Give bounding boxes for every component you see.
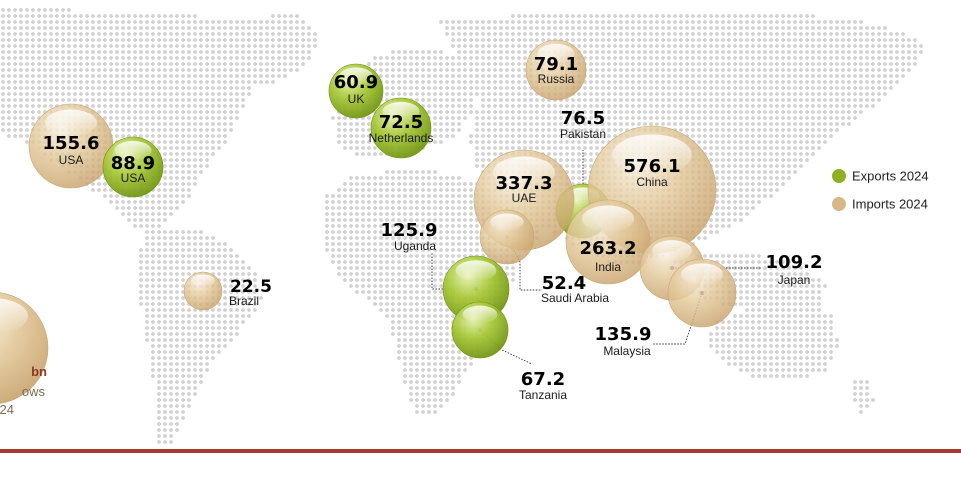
bubble-value: 337.3: [496, 173, 553, 194]
bubble-highlight: [612, 134, 692, 176]
bubble-tanzania-export: [451, 301, 509, 359]
bubbles: [28, 39, 737, 359]
bubble-value: 88.9: [111, 153, 155, 174]
bubble-country-label: UAE: [512, 191, 537, 205]
legend-swatch-export: [832, 169, 846, 183]
total-year-fragment: 24: [0, 402, 14, 417]
bubble-highlight: [493, 156, 555, 189]
bubble-highlight: [339, 67, 373, 85]
bubble-country-label: UK: [348, 92, 365, 106]
bubble-value: 109.2: [766, 252, 823, 273]
bubble-value: 79.1: [534, 54, 578, 75]
bubble-value: 135.9: [595, 324, 652, 345]
bubble-highlight: [581, 205, 635, 233]
bubble-malaysia-import: [667, 258, 737, 328]
legend-label-import: Imports 2024: [852, 197, 928, 212]
bubble-saudi-arabia-import: [479, 209, 535, 265]
bubble-usa-import: [28, 103, 114, 189]
bubble-country-label: Brazil: [229, 294, 259, 308]
bubble-highlight: [680, 263, 724, 286]
bubble-country-label: USA: [59, 153, 84, 167]
bubble-value: 155.6: [43, 133, 100, 154]
legend-swatch-import: [832, 197, 846, 211]
bubble-highlight: [191, 274, 215, 287]
bubble-value: 22.5: [230, 277, 272, 297]
bubble-highlight: [462, 305, 498, 324]
bubble-highlight: [44, 109, 98, 137]
bubble-value: 72.5: [379, 112, 423, 133]
bubble-highlight: [114, 140, 152, 161]
bubble-country-label: Saudi Arabia: [541, 291, 609, 305]
footer-accent-strip: [0, 449, 961, 453]
bubble-country-label: Pakistan: [560, 127, 606, 141]
legend: Exports 2024 Imports 2024: [832, 169, 929, 212]
bubble-netherlands-export: [370, 97, 432, 159]
bubble-usa-export: [102, 136, 164, 198]
bubble-highlight: [490, 213, 524, 231]
bubble-value: 67.2: [521, 369, 565, 390]
bubble-value: 263.2: [580, 238, 637, 259]
bubble-highlight: [652, 240, 692, 261]
bubble-russia-import: [525, 39, 587, 101]
bubble-country-label: Russia: [538, 72, 575, 86]
total-value-fragment: bn: [31, 364, 47, 379]
bubble-highlight: [537, 43, 575, 64]
total-caption-fragment: ows: [22, 384, 46, 399]
bubble-country-label: Malaysia: [603, 344, 651, 358]
bubble-country-label: China: [636, 175, 668, 189]
bubble-country-label: Netherlands: [369, 131, 434, 145]
bubble-value: 60.9: [334, 72, 378, 93]
bubble-country-label: Tanzania: [519, 388, 567, 402]
total-bubble-highlight: [0, 298, 28, 334]
bubble-country-label: Uganda: [394, 239, 436, 253]
bubble-value: 52.4: [542, 273, 586, 294]
bubble-country-label: Japan: [778, 273, 811, 287]
bubble-country-label: USA: [121, 171, 146, 185]
bubble-brazil-import: [183, 271, 223, 311]
bubble-india-import: [565, 199, 651, 285]
bubble-uk-export: [328, 63, 384, 119]
leader-line: [506, 236, 542, 291]
bubble-highlight: [382, 101, 420, 122]
bubble-value: 76.5: [561, 108, 605, 129]
world-map-dots: [1, 8, 923, 444]
footer-bar: [0, 449, 961, 480]
bubble-value: 125.9: [381, 220, 438, 241]
bubble-country-label: India: [595, 260, 621, 274]
leader-line: [652, 292, 703, 345]
legend-label-export: Exports 2024: [852, 169, 929, 184]
partial-total-label: bn ows 24: [0, 292, 49, 417]
bubble-value: 576.1: [624, 156, 681, 177]
bubble-highlight: [455, 260, 497, 282]
